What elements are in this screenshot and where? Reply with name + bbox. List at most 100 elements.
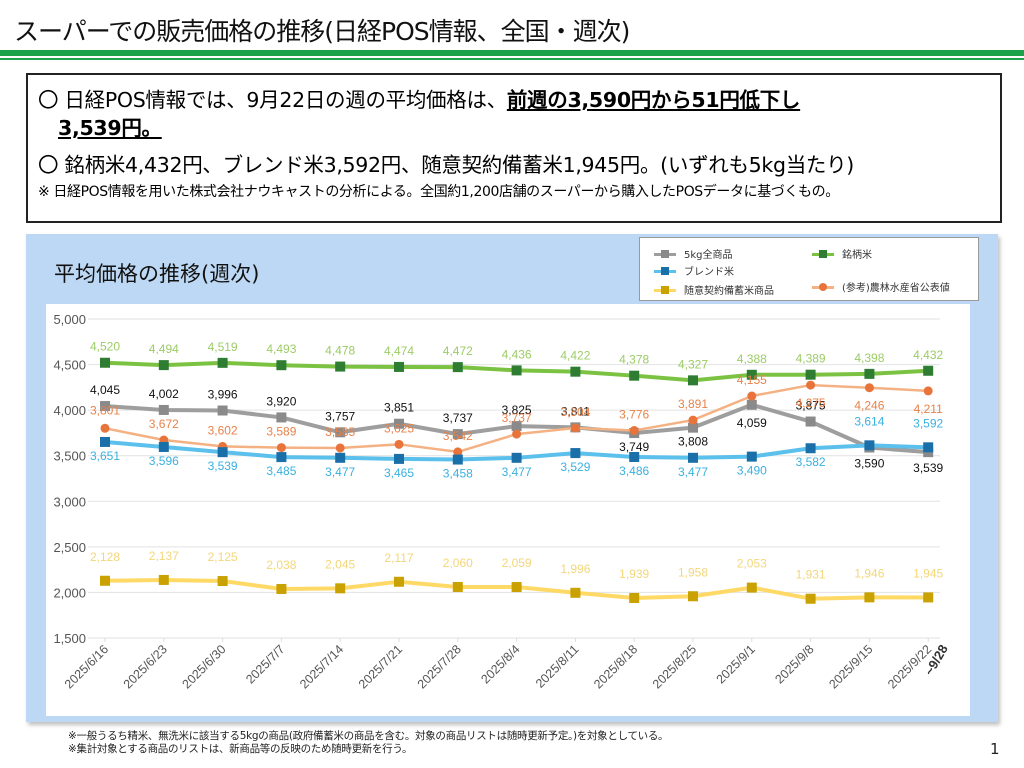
x-tick-label: 2025/9/8 (772, 642, 816, 686)
data-label: 3,477 (325, 465, 355, 479)
data-point (335, 443, 345, 453)
data-label: 4,378 (619, 353, 649, 367)
data-point (452, 454, 463, 465)
data-label: 3,477 (678, 465, 708, 479)
data-point (453, 447, 463, 457)
legend-label: 銘柄米 (842, 250, 872, 261)
data-point (864, 368, 875, 379)
data-point (100, 436, 110, 447)
data-label: 4,059 (737, 416, 767, 430)
footnote-1: ※一般うるち精米、無洗米に該当する5kgの商品(政府備蓄米の商品を含む。対象の商… (68, 730, 669, 742)
chart-legend: 5kg全商品 銘柄米 ブレンド米 随意契約備蓄米商品 (参考)農林水産省公表値 (639, 237, 979, 301)
data-label: 3,486 (619, 464, 649, 478)
data-point (276, 412, 287, 423)
data-label: 3,585 (325, 425, 355, 439)
data-point (276, 360, 287, 371)
data-label: 3,542 (443, 429, 473, 443)
page-number: 1 (990, 740, 1000, 758)
data-label: 3,804 (560, 405, 590, 419)
data-point (335, 583, 346, 594)
data-point (394, 453, 404, 464)
data-point (100, 357, 110, 368)
data-label: 1,939 (619, 567, 649, 581)
data-label: 3,582 (796, 455, 826, 469)
data-point (805, 593, 816, 604)
data-point (746, 369, 757, 380)
data-point (158, 404, 169, 415)
data-label: 4,432 (913, 348, 943, 362)
data-label: 3,602 (208, 423, 238, 437)
x-tick-label: 2025/6/30 (180, 642, 229, 691)
data-point (570, 587, 581, 598)
x-tick-label: 2025/6/23 (121, 642, 170, 691)
data-label: 3,757 (325, 409, 355, 423)
data-label: 4,002 (149, 387, 179, 401)
x-tick-label: 2025/7/7 (243, 642, 287, 686)
data-label: 1,958 (678, 565, 708, 579)
x-tick-label: 2025/8/18 (591, 642, 640, 691)
data-label: 4,398 (854, 351, 884, 365)
series-reserve: 2,128 2,137 2,125 2,038 2,045 2,117 2,060 2,059… (90, 549, 944, 604)
data-label: 4,493 (266, 342, 296, 356)
data-label: 3,596 (149, 454, 179, 468)
y-tick-label: 3,500 (53, 449, 86, 464)
data-point (335, 427, 346, 438)
data-point (570, 448, 581, 459)
legend-swatch-icon (654, 249, 676, 259)
data-label: 3,776 (619, 408, 649, 422)
legend-item-maff: (参考)農林水産省公表値 (812, 279, 950, 294)
legend-label: ブレンド米 (684, 267, 734, 278)
data-label: 2,053 (737, 557, 767, 571)
data-label: 1,931 (796, 568, 826, 582)
data-point (864, 592, 875, 603)
data-point (746, 582, 757, 593)
data-label: 2,045 (325, 557, 355, 571)
data-point (335, 361, 346, 372)
data-point (512, 429, 522, 439)
data-label: 3,539 (913, 461, 943, 475)
data-label: 2,137 (149, 549, 179, 563)
data-label: 2,038 (266, 558, 296, 572)
legend-label: 随意契約備蓄米商品 (684, 286, 774, 297)
data-point (923, 386, 933, 396)
data-point (747, 391, 757, 401)
page-title: スーパーでの販売価格の推移(日経POS情報、全国・週次) (14, 17, 630, 46)
legend-item-brand: 銘柄米 (812, 246, 872, 261)
data-point (805, 416, 816, 427)
data-label: 2,059 (502, 556, 532, 570)
data-point (217, 447, 228, 458)
data-point (158, 574, 169, 585)
series-brand: 4,520 4,494 4,519 4,493 4,478 4,474 4,472 4,436… (90, 340, 944, 386)
data-label: 3,651 (90, 449, 120, 463)
data-label: 4,389 (796, 352, 826, 366)
data-label: 3,529 (560, 460, 590, 474)
summary-line-1-text: 〇 日経POS情報では、9月22日の週の平均価格は、 (38, 88, 507, 112)
data-label: 3,477 (502, 465, 532, 479)
data-label: 4,211 (914, 402, 943, 416)
legend-swatch-icon (812, 282, 834, 292)
data-point (276, 452, 287, 463)
data-label: 3,589 (266, 425, 296, 439)
data-label: 4,494 (149, 342, 179, 356)
footnotes: ※一般うるち精米、無洗米に該当する5kgの商品(政府備蓄米の商品を含む。対象の商… (68, 730, 669, 756)
data-label: 3,465 (384, 466, 414, 480)
series-blend: 3,651 3,596 3,539 3,485 3,477 3,465 3,458 3,477… (90, 414, 944, 480)
footnote-2: ※集計対象とする商品のリストは、新商品等の反映のため随時更新を行う。 (68, 743, 413, 755)
data-point (158, 360, 169, 371)
data-point (923, 442, 934, 453)
data-point (276, 443, 286, 453)
data-point (805, 443, 816, 454)
data-point (217, 405, 228, 416)
data-label: 3,920 (266, 394, 296, 408)
data-point (100, 575, 110, 586)
data-label: 3,458 (443, 467, 473, 481)
data-point (923, 592, 934, 603)
data-label: 4,155 (737, 373, 767, 387)
data-point (394, 418, 404, 429)
data-label: 3,875 (796, 399, 826, 413)
summary-note: ※ 日経POS情報を用いた株式会社ナウキャストの分析による。全国約1,200店舗… (38, 184, 839, 200)
x-tick-label: 2025/7/21 (356, 642, 405, 691)
data-label: 3,891 (678, 397, 708, 411)
data-point (570, 366, 581, 377)
